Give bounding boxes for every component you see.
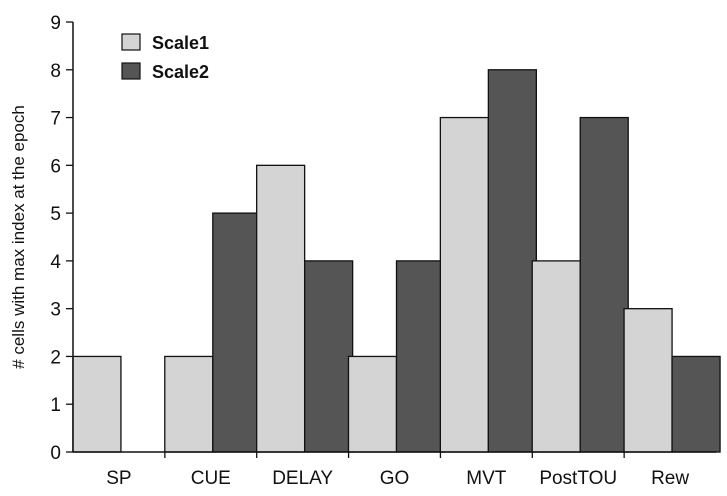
legend-swatch-scale1: [121, 33, 141, 51]
bar-scale1-mvt: [439, 116, 490, 453]
bar-scale1-rew: [623, 308, 673, 453]
y-tick-label-8: 8: [50, 61, 61, 82]
x-tick-label-mvt: MVT: [466, 468, 507, 489]
y-tick-label-6: 6: [50, 156, 61, 177]
y-tick-label-2: 2: [50, 347, 61, 368]
x-tick-label-go: GO: [380, 468, 410, 489]
y-tick-label-0: 0: [50, 443, 61, 464]
bar-scale1-go: [347, 355, 398, 453]
x-tick-label-delay: DELAY: [272, 468, 333, 489]
bar-scale1-sp: [72, 355, 122, 453]
legend: Scale1 Scale2: [121, 33, 209, 82]
x-tick-label-rew: Rew: [651, 468, 689, 489]
x-tick-label-sp: SP: [106, 468, 131, 489]
x-categories-group: SP CUE DELAY GO MVT PostTOU Rew: [106, 468, 689, 489]
y-tick-label-4: 4: [50, 252, 61, 273]
bar-scale2-mvt: [487, 69, 538, 453]
y-tick-label-1: 1: [50, 395, 61, 416]
bar-scale1-cue: [164, 355, 214, 453]
y-ticks-group: 0 1 2 3 4 5 6 7 8 9: [50, 13, 73, 464]
bar-scale1-delay: [255, 164, 306, 453]
y-axis-label: # cells with max index at the epoch: [9, 105, 28, 369]
y-tick-label-7: 7: [50, 109, 61, 130]
x-tick-label-cue: CUE: [191, 468, 231, 489]
legend-label-scale2: Scale2: [152, 62, 209, 82]
y-tick-label-9: 9: [50, 13, 61, 34]
bar-scale2-cue: [212, 212, 262, 453]
bar-scale2-delay: [303, 260, 354, 453]
y-tick-label-5: 5: [50, 204, 61, 225]
bar-scale2-rew: [671, 355, 721, 453]
legend-swatch-scale2: [121, 62, 141, 80]
bar-scale2-go: [395, 260, 446, 453]
bar-scale2-posttou: [579, 116, 629, 453]
bars-group: [72, 69, 721, 453]
bar-scale1-posttou: [531, 260, 581, 453]
y-tick-label-3: 3: [50, 300, 61, 321]
legend-label-scale1: Scale1: [152, 33, 209, 53]
x-tick-label-posttou: PostTOU: [539, 468, 617, 489]
axes-group: [72, 22, 716, 458]
